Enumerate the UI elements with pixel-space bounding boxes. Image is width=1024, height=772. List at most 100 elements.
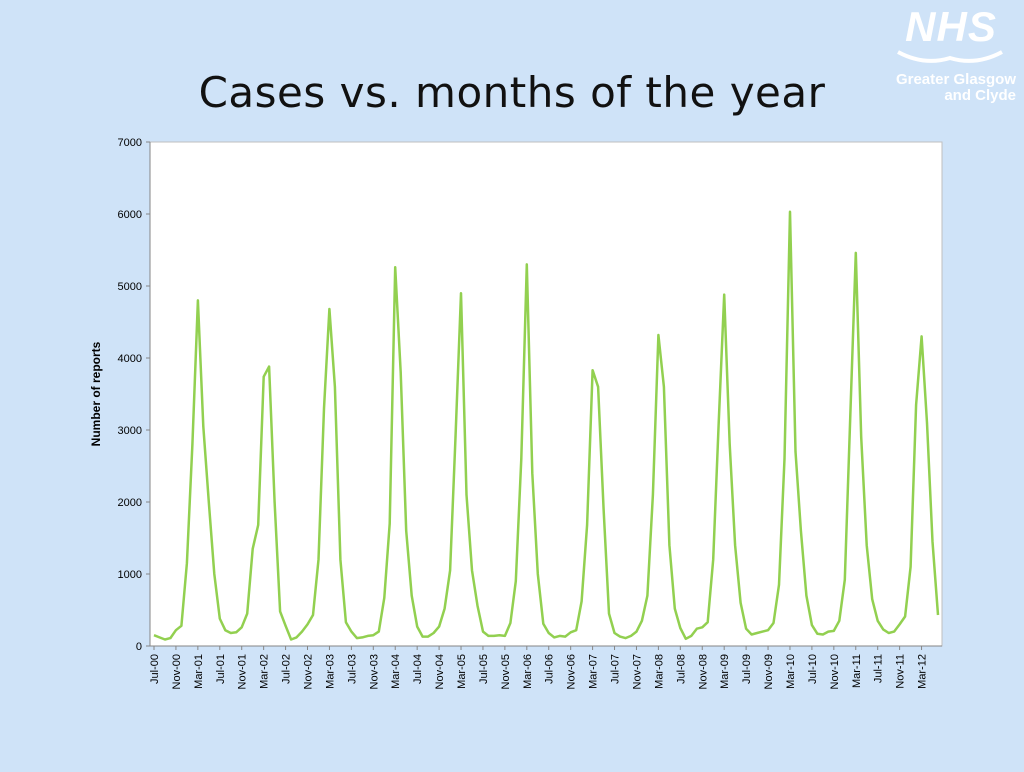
y-tick-label: 3000 (118, 425, 142, 437)
x-tick-label: Jul-03 (346, 654, 358, 684)
data-point (926, 422, 928, 424)
data-point (504, 635, 506, 637)
data-point (224, 629, 226, 631)
data-point (531, 472, 533, 474)
data-point (460, 292, 462, 294)
data-point (619, 635, 621, 637)
x-tick-label: Mar-07 (588, 654, 600, 689)
data-point (213, 573, 215, 575)
data-point (246, 612, 248, 614)
y-tick-label: 6000 (118, 209, 142, 221)
x-tick-label: Nov-02 (303, 654, 315, 689)
data-point (449, 569, 451, 571)
x-tick-label: Jul-05 (478, 654, 490, 684)
x-tick-label: Jul-09 (741, 654, 753, 684)
data-point (657, 334, 659, 336)
data-point (882, 628, 884, 630)
data-point (937, 614, 939, 616)
data-point (635, 630, 637, 632)
data-point (416, 625, 418, 627)
y-tick-label: 4000 (118, 353, 142, 365)
x-tick-label: Jul-10 (807, 654, 819, 684)
data-point (257, 524, 259, 526)
data-point (822, 633, 824, 635)
data-point (526, 263, 528, 265)
x-tick-label: Mar-12 (917, 654, 929, 689)
data-point (745, 628, 747, 630)
data-point (241, 626, 243, 628)
x-tick-label: Nov-08 (697, 654, 709, 689)
data-point (575, 629, 577, 631)
x-tick-label: Jul-00 (149, 654, 161, 684)
data-point (301, 630, 303, 632)
data-point (421, 635, 423, 637)
data-point (893, 630, 895, 632)
data-point (175, 629, 177, 631)
data-point (410, 594, 412, 596)
data-point (613, 632, 615, 634)
data-point (811, 624, 813, 626)
x-tick-label: Jul-04 (412, 654, 424, 684)
data-point (767, 629, 769, 631)
x-tick-label: Mar-08 (653, 654, 665, 689)
x-tick-label: Nov-04 (434, 654, 446, 689)
y-tick-label: 0 (136, 641, 142, 653)
x-tick-label: Mar-06 (522, 654, 534, 689)
data-point (268, 365, 270, 367)
plot-area (149, 141, 943, 647)
data-point (372, 634, 374, 636)
x-tick-label: Mar-04 (390, 654, 402, 689)
data-point (339, 558, 341, 560)
y-axis-title: Number of reports (89, 341, 103, 446)
data-point (290, 638, 292, 640)
data-point (164, 638, 166, 640)
data-point (597, 386, 599, 388)
data-point (734, 544, 736, 546)
data-point (723, 293, 725, 295)
data-point (169, 637, 171, 639)
data-point (696, 628, 698, 630)
x-tick-label: Nov-09 (763, 654, 775, 689)
data-point (471, 569, 473, 571)
data-point (630, 635, 632, 637)
logo-open-book-icon (897, 50, 1003, 63)
data-point (778, 584, 780, 586)
data-point (871, 598, 873, 600)
data-point (717, 422, 719, 424)
y-tick-label: 7000 (118, 137, 142, 149)
data-point (860, 436, 862, 438)
data-point (712, 558, 714, 560)
data-point (378, 630, 380, 632)
data-point (668, 544, 670, 546)
data-point (789, 211, 791, 213)
data-point (334, 386, 336, 388)
data-point (186, 562, 188, 564)
data-point (515, 580, 517, 582)
data-point (312, 614, 314, 616)
data-point (624, 637, 626, 639)
data-point (887, 632, 889, 634)
data-point (739, 602, 741, 604)
data-point (191, 443, 193, 445)
y-tick-label: 1000 (118, 569, 142, 581)
x-tick-label: Nov-07 (631, 654, 643, 689)
data-point (756, 632, 758, 634)
x-tick-label: Nov-11 (895, 654, 907, 689)
x-tick-label: Jul-08 (675, 654, 687, 684)
data-point (580, 600, 582, 602)
data-point (679, 627, 681, 629)
data-point (904, 615, 906, 617)
x-tick-label: Nov-05 (500, 654, 512, 689)
x-tick-label: Mar-05 (456, 654, 468, 689)
x-tick-label: Jul-06 (544, 654, 556, 684)
series-line (153, 210, 940, 641)
data-point (750, 633, 752, 635)
data-point (432, 632, 434, 634)
data-point (158, 636, 160, 638)
data-point (559, 635, 561, 637)
data-point (367, 635, 369, 637)
data-point (794, 450, 796, 452)
data-point (180, 625, 182, 627)
data-point (827, 630, 829, 632)
